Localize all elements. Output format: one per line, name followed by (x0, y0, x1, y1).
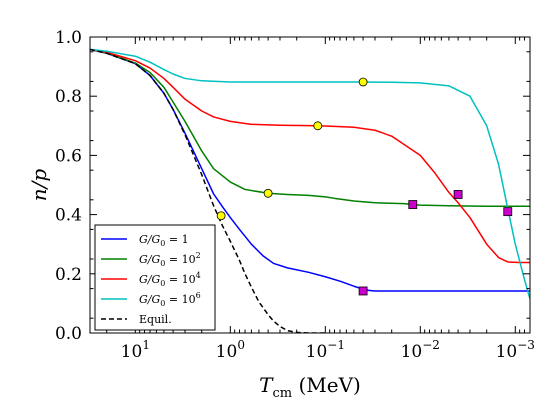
marker-s3-1 (503, 207, 513, 217)
marker-s1-1 (408, 200, 418, 209)
marker-s0-0 (358, 286, 368, 296)
marker-s2-0 (313, 121, 323, 131)
plot-frame (89, 36, 531, 334)
legend-label-3: G/G0 = 106 (139, 291, 201, 308)
marker-s1-0 (263, 188, 273, 198)
legend-label-1: G/G0 = 102 (139, 251, 201, 268)
x-tick-label-3: 10−2 (401, 338, 440, 362)
legend-label-4: Equil. (139, 313, 172, 326)
marker-layer (216, 77, 513, 296)
y-tick-label-0: 0.0 (55, 324, 82, 344)
x-tick-label-0: 101 (121, 338, 150, 362)
tick-layer: 0.0 0.2 0.4 0.6 0.8 1.0 101 100 10−1 10−2 10−3 (55, 28, 535, 362)
legend-label-0: G/G0 = 1 (139, 233, 189, 248)
y-tick-label-3: 0.6 (55, 146, 82, 166)
legend: G/G0 = 1 G/G0 = 102 G/G0 = 104 G/G0 = 106 Eq… (94, 224, 216, 331)
x-tick-label-4: 10−3 (496, 338, 535, 362)
y-tick-label-1: 0.2 (55, 265, 82, 285)
y-tick-label-5: 1.0 (55, 28, 82, 48)
marker-extra-0 (216, 211, 226, 221)
x-tick-label-2: 10−1 (306, 338, 345, 362)
x-axis-label: Tcm (MeV) (259, 373, 361, 401)
x-tick-label-1: 100 (216, 338, 245, 362)
y-tick-label-4: 0.8 (55, 87, 82, 107)
marker-s3-0 (358, 77, 368, 87)
legend-label-2: G/G0 = 104 (139, 271, 201, 288)
marker-s2-1 (453, 190, 463, 199)
y-tick-label-2: 0.4 (55, 206, 82, 226)
series-line-2 (90, 48, 530, 264)
series-line-4 (90, 48, 326, 333)
y-axis-label: n/p (27, 169, 51, 202)
